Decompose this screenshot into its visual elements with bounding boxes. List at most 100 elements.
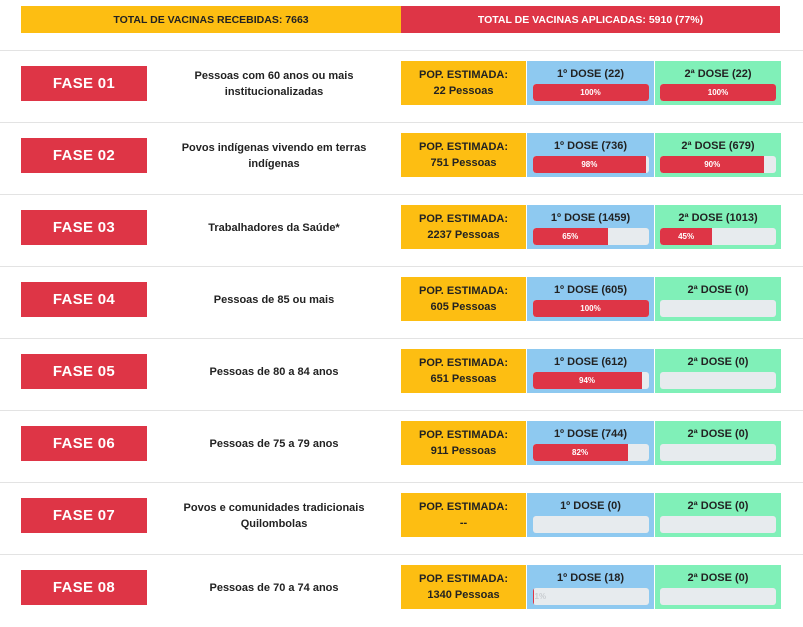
population-value: 22 Pessoas xyxy=(433,85,494,97)
second-dose-progress-fill xyxy=(660,84,776,101)
population-value: 911 Pessoas xyxy=(430,445,497,457)
second-dose-progress-text xyxy=(660,444,776,461)
second-dose-progress-bar: 90% xyxy=(660,156,776,173)
second-dose-progress-bar xyxy=(660,300,776,317)
population-label: POP. ESTIMADA: xyxy=(418,501,509,513)
second-dose-progress-text xyxy=(660,516,776,533)
phase-description: Pessoas de 70 a 74 anos xyxy=(209,581,339,594)
first-dose-label: 1º DOSE (612) xyxy=(553,356,628,368)
first-dose-progress-bar xyxy=(532,516,649,533)
second-dose-progress-text: 100% xyxy=(707,88,729,97)
population-value: 751 Pessoas xyxy=(430,157,497,169)
phase-row-04: FASE 04 Pessoas de 85 ou mais POP. ESTIM… xyxy=(0,266,803,339)
second-dose-progress-bar: 45% xyxy=(660,228,776,245)
estimated-population: POP. ESTIMADA: 22 Pessoas xyxy=(401,61,526,105)
population-value: 1340 Pessoas xyxy=(427,589,500,601)
first-dose-label: 1º DOSE (736) xyxy=(553,140,628,152)
vaccine-summary-bar: TOTAL DE VACINAS RECEBIDAS: 7663 TOTAL D… xyxy=(21,6,780,33)
population-value: 651 Pessoas xyxy=(430,373,497,385)
first-dose-progress-text xyxy=(533,516,649,533)
second-dose: 2ª DOSE (679) 90% xyxy=(655,133,781,177)
estimated-population: POP. ESTIMADA: 911 Pessoas xyxy=(401,421,526,465)
first-dose-progress-bar: 94% xyxy=(532,372,649,389)
second-dose-label: 2ª DOSE (1013) xyxy=(678,212,758,224)
second-dose: 2ª DOSE (0) xyxy=(655,493,781,537)
phase-row-07: FASE 07 Povos e comunidades tradicionais… xyxy=(0,482,803,555)
population-label: POP. ESTIMADA: xyxy=(418,573,509,585)
first-dose: 1º DOSE (612) 94% xyxy=(527,349,654,393)
population-label: POP. ESTIMADA: xyxy=(418,357,509,369)
first-dose: 1º DOSE (22) 100% xyxy=(527,61,654,105)
first-dose: 1º DOSE (744) 82% xyxy=(527,421,654,465)
first-dose: 1º DOSE (605) 100% xyxy=(527,277,654,321)
phase-description: Pessoas de 85 ou mais xyxy=(213,293,335,306)
second-dose-progress-text xyxy=(660,300,776,317)
second-dose-progress-bar: 100% xyxy=(660,84,776,101)
first-dose-progress-text: 65% xyxy=(562,232,579,241)
estimated-population: POP. ESTIMADA: 2237 Pessoas xyxy=(401,205,526,249)
second-dose-progress-bar xyxy=(660,372,776,389)
second-dose: 2ª DOSE (0) xyxy=(655,277,781,321)
second-dose-progress-text: 90% xyxy=(704,160,721,169)
first-dose-label: 1º DOSE (0) xyxy=(560,500,621,512)
population-value: 2237 Pessoas xyxy=(427,229,500,241)
second-dose-progress-bar xyxy=(660,444,776,461)
phase-row-03: FASE 03 Trabalhadores da Saúde* POP. EST… xyxy=(0,194,803,267)
second-dose-label: 2ª DOSE (0) xyxy=(687,428,749,440)
first-dose-label: 1º DOSE (1459) xyxy=(550,212,631,224)
first-dose-label: 1º DOSE (22) xyxy=(557,68,624,80)
first-dose-label: 1º DOSE (18) xyxy=(557,572,624,584)
total-applied: TOTAL DE VACINAS APLICADAS: 5910 (77%) xyxy=(401,6,780,33)
first-dose-progress-bar: 65% xyxy=(532,228,649,245)
first-dose: 1º DOSE (0) xyxy=(527,493,654,537)
phase-badge: FASE 08 xyxy=(21,570,147,605)
phase-description: Pessoas de 80 a 84 anos xyxy=(209,365,339,378)
phase-description: Pessoas com 60 anos ou mais instituciona… xyxy=(194,69,354,98)
second-dose: 2ª DOSE (0) xyxy=(655,421,781,465)
second-dose-progress-fill xyxy=(660,228,713,245)
first-dose-progress-text: 98% xyxy=(581,160,598,169)
population-value: -- xyxy=(459,517,468,529)
estimated-population: POP. ESTIMADA: 751 Pessoas xyxy=(401,133,526,177)
first-dose-progress-fill xyxy=(532,372,642,389)
phase-row-05: FASE 05 Pessoas de 80 a 84 anos POP. EST… xyxy=(0,338,803,411)
first-dose-progress-bar: 82% xyxy=(532,444,649,461)
second-dose-progress-fill xyxy=(660,156,765,173)
estimated-population: POP. ESTIMADA: -- xyxy=(401,493,526,537)
first-dose-progress-bar: 98% xyxy=(532,156,649,173)
population-label: POP. ESTIMADA: xyxy=(418,69,509,81)
phase-row-02: FASE 02 Povos indígenas vivendo em terra… xyxy=(0,122,803,195)
first-dose-progress-text: 1% xyxy=(534,592,547,601)
phase-badge: FASE 04 xyxy=(21,282,147,317)
phase-description: Povos e comunidades tradicionais Quilomb… xyxy=(183,501,365,530)
population-label: POP. ESTIMADA: xyxy=(418,285,509,297)
first-dose-progress-fill xyxy=(532,84,649,101)
population-label: POP. ESTIMADA: xyxy=(418,213,509,225)
phase-description: Pessoas de 75 a 79 anos xyxy=(209,437,339,450)
second-dose-progress-text xyxy=(660,372,776,389)
second-dose-label: 2ª DOSE (0) xyxy=(687,572,749,584)
phase-description: Trabalhadores da Saúde* xyxy=(208,221,340,234)
first-dose-label: 1º DOSE (605) xyxy=(553,284,628,296)
first-dose-progress-text: 82% xyxy=(572,448,589,457)
phase-badge: FASE 07 xyxy=(21,498,147,533)
first-dose-progress-fill xyxy=(532,588,534,605)
second-dose-label: 2ª DOSE (0) xyxy=(687,356,749,368)
population-label: POP. ESTIMADA: xyxy=(418,141,509,153)
second-dose-label: 2ª DOSE (0) xyxy=(687,500,749,512)
second-dose: 2ª DOSE (1013) 45% xyxy=(655,205,781,249)
second-dose-progress-bar xyxy=(660,588,776,605)
first-dose-progress-fill xyxy=(532,228,608,245)
second-dose-progress-text: 45% xyxy=(678,232,695,241)
second-dose-label: 2ª DOSE (22) xyxy=(684,68,752,80)
first-dose: 1º DOSE (736) 98% xyxy=(527,133,654,177)
second-dose: 2ª DOSE (22) 100% xyxy=(655,61,781,105)
phase-row-01: FASE 01 Pessoas com 60 anos ou mais inst… xyxy=(0,50,803,123)
phase-badge: FASE 02 xyxy=(21,138,147,173)
first-dose-progress-bar: 100% xyxy=(532,300,649,317)
first-dose-label: 1º DOSE (744) xyxy=(553,428,628,440)
first-dose-progress-bar: 1% xyxy=(532,588,649,605)
first-dose-progress-bar: 100% xyxy=(532,84,649,101)
first-dose-progress-fill xyxy=(532,300,649,317)
first-dose: 1º DOSE (18) 1% xyxy=(527,565,654,609)
